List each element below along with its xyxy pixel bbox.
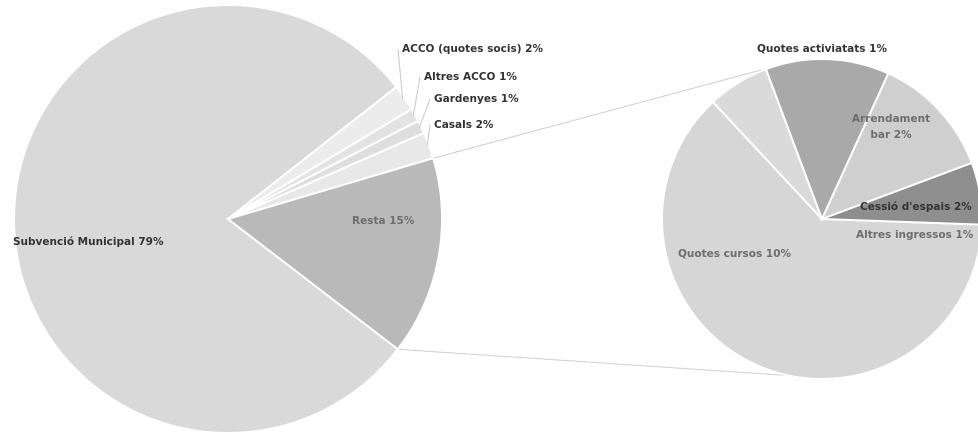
slice-label-casals: Casals 2%: [434, 119, 494, 131]
slice-label-cessio-espais: Cessió d'espais 2%: [860, 201, 972, 213]
slice-label-quotes-cursos: Quotes cursos 10%: [678, 248, 792, 260]
leader-line: [418, 98, 431, 128]
sub-slice-cessi-d-espais-2: [820, 72, 974, 221]
main-slice-resta-15: [225, 156, 443, 351]
sub-slice-altres-ingressos-1: [821, 161, 978, 226]
leader-line: [426, 124, 431, 147]
slice-label-subvencio-municipal: Subvenció Municipal 79%: [13, 236, 164, 248]
leader-line: [412, 76, 421, 116]
main-slice-subvenci-municipal-79: [13, 4, 400, 434]
slice-label-gardenyes: Gardenyes 1%: [434, 93, 519, 105]
slice-label-arrendament-bar-line1: Arrendament: [852, 113, 930, 125]
slice-label-resta: Resta 15%: [352, 215, 415, 227]
connector-top: [433, 62, 789, 159]
slice-label-quotes-activiatats: Quotes activiatats 1%: [757, 43, 887, 55]
secondary-pie: [661, 58, 978, 380]
slice-label-altres-acco: Altres ACCO 1%: [424, 71, 517, 83]
leader-line: [397, 48, 404, 99]
slice-label-altres-ingressos: Altres ingressos 1%: [856, 229, 974, 241]
label-leader-lines: [397, 48, 431, 147]
main-pie: [13, 4, 443, 434]
slice-label-acco-quotes-socis: ACCO (quotes socis) 2%: [402, 43, 543, 55]
sub-slice-arrendament-bar-2: [764, 58, 890, 222]
slice-label-arrendament-bar-line2: bar 2%: [870, 129, 912, 141]
connector-lines: [397, 62, 789, 377]
sub-slice-quotes-cursos-10: [661, 100, 978, 380]
connector-bottom: [397, 348, 789, 377]
